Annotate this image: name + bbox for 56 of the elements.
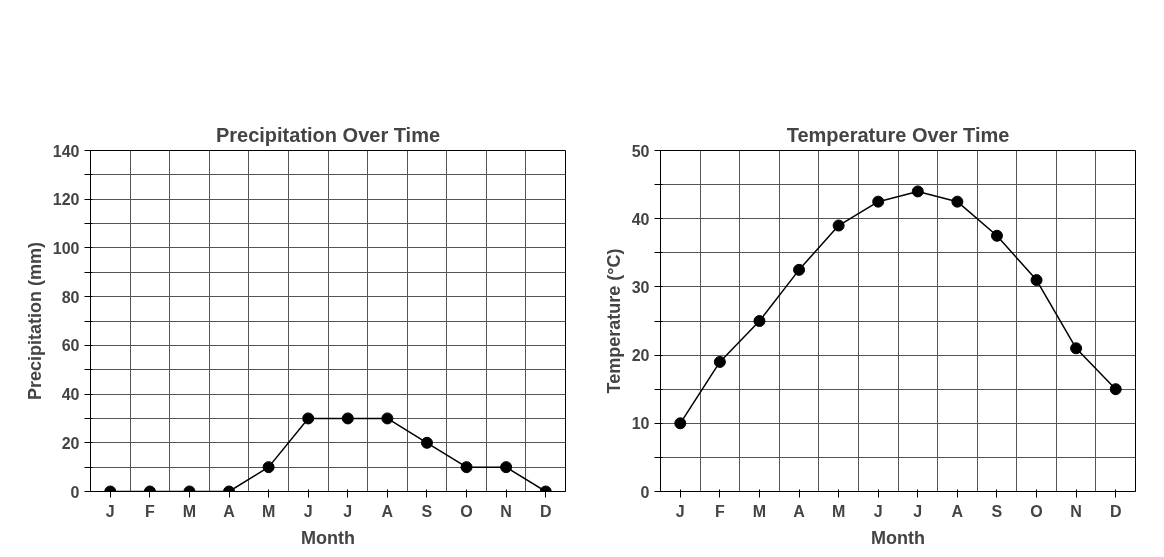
point <box>1109 383 1122 396</box>
point <box>832 219 845 232</box>
x-tick-label: M <box>831 502 846 520</box>
point <box>793 263 806 276</box>
x-tick-label: S <box>991 502 1003 520</box>
y-tick-label: 100 <box>52 239 80 257</box>
point <box>1070 342 1083 355</box>
point <box>1030 274 1043 287</box>
y-tick-label: 140 <box>52 142 80 160</box>
x-tick-label: O <box>460 502 473 520</box>
x-tick-label: S <box>421 502 433 520</box>
y-tick-label: 40 <box>631 210 650 228</box>
x-tick-label: A <box>381 502 394 520</box>
x-tick-label: J <box>343 502 353 520</box>
y-tick-label: 50 <box>631 142 650 160</box>
x-tick-label: F <box>714 502 725 520</box>
x-axis-title: Month <box>871 527 925 548</box>
y-axis-title: Temperature (°C) <box>603 248 624 394</box>
y-tick-label: 60 <box>61 337 80 355</box>
x-tick-label: J <box>913 502 923 520</box>
x-tick-label: J <box>873 502 883 520</box>
y-tick-label: 0 <box>70 483 80 501</box>
y-tick-label: 80 <box>61 288 80 306</box>
y-tick-label: 0 <box>640 483 650 501</box>
y-tick-label: 30 <box>631 278 650 296</box>
y-tick-label: 120 <box>52 191 80 209</box>
x-tick-label: A <box>951 502 964 520</box>
x-tick-label: A <box>223 502 236 520</box>
y-tick-label: 40 <box>61 386 80 404</box>
point <box>911 185 924 198</box>
point <box>713 355 726 368</box>
x-tick-label: N <box>1070 502 1082 520</box>
x-tick-label: O <box>1030 502 1043 520</box>
point <box>674 417 687 430</box>
point <box>990 229 1003 242</box>
y-tick-label: 20 <box>61 434 80 452</box>
y-tick-label: 20 <box>631 347 650 365</box>
x-tick-label: D <box>1109 502 1122 520</box>
chart-title: Temperature Over Time <box>786 123 1010 146</box>
x-tick-label: M <box>261 502 276 520</box>
x-tick-label: A <box>793 502 806 520</box>
y-tick-label: 10 <box>631 415 650 433</box>
chart-title: Precipitation Over Time <box>215 123 441 146</box>
point <box>872 195 885 208</box>
point <box>753 315 766 327</box>
x-tick-label: J <box>303 502 313 520</box>
y-axis-title: Precipitation (mm) <box>24 241 45 401</box>
point <box>951 195 964 208</box>
x-tick-label: M <box>752 502 767 520</box>
x-tick-label: D <box>539 502 552 520</box>
x-tick-label: M <box>182 502 197 520</box>
x-tick-label: F <box>144 502 155 520</box>
x-tick-label: J <box>105 502 115 520</box>
x-axis-title: Month <box>301 527 355 548</box>
x-tick-label: J <box>675 502 685 520</box>
x-tick-label: N <box>500 502 512 520</box>
